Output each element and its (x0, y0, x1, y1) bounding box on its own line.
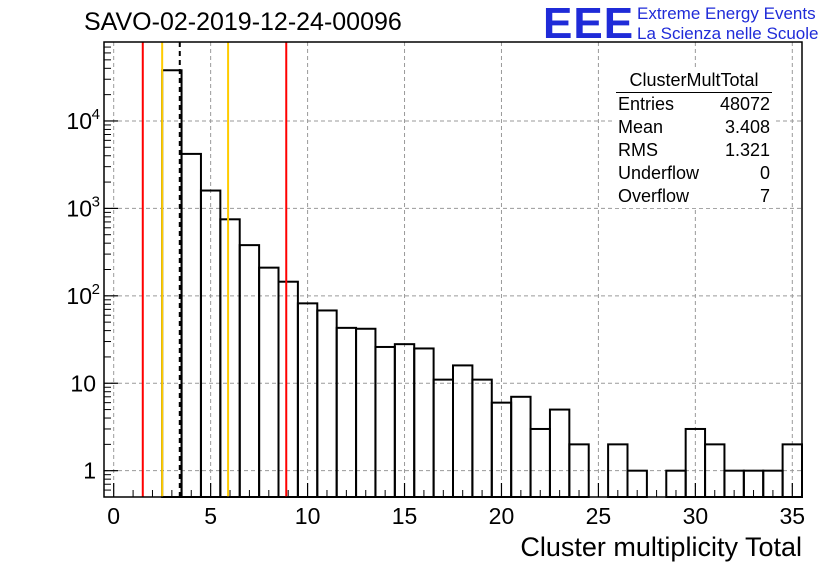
x-tick-label: 30 (683, 503, 709, 529)
stats-value: 1.321 (724, 140, 770, 160)
x-tick-label: 20 (489, 503, 515, 529)
stats-row-underflow: Underflow 0 (612, 162, 776, 185)
stats-value: 7 (759, 186, 770, 206)
stats-label: Underflow (618, 163, 700, 183)
histogram-bar (238, 244, 261, 498)
x-tick-label: 0 (107, 503, 120, 529)
histogram-bar (316, 309, 338, 498)
y-tick-label: 10 (66, 195, 92, 221)
stats-box: ClusterMultTotal Entries 48072 Mean 3.40… (612, 70, 776, 208)
stats-label: Mean (618, 117, 664, 137)
x-tick-label: 15 (392, 503, 418, 529)
histogram-bar (355, 327, 377, 498)
y-tick-label: 10 (66, 108, 92, 134)
histogram-bar (471, 378, 493, 499)
stats-row-overflow: Overflow 7 (612, 185, 776, 208)
stats-label: RMS (618, 140, 658, 160)
y-tick-label: 10 (70, 370, 96, 396)
stats-label: Overflow (618, 186, 690, 206)
x-tick-label: 25 (586, 503, 612, 529)
histogram-bar (161, 69, 183, 499)
histogram-bar (529, 427, 551, 498)
histogram-bar (510, 395, 532, 498)
stats-value: 48072 (719, 94, 770, 114)
chart-title: SAVO-02-2019-12-24-00096 (84, 8, 402, 36)
stats-label: Entries (618, 94, 675, 114)
x-tick-label: 5 (204, 503, 217, 529)
y-tick-exponent: 4 (92, 106, 100, 123)
histogram-bar (374, 345, 396, 498)
y-tick-label: 1 (83, 458, 96, 484)
histogram-bar (568, 443, 590, 498)
y-tick-exponent: 2 (92, 281, 100, 298)
histogram-bar (219, 218, 241, 498)
x-tick-label: 10 (295, 503, 321, 529)
histogram-bar (413, 347, 435, 499)
histogram-bar (277, 280, 299, 498)
stats-row-rms: RMS 1.321 (612, 139, 776, 162)
stats-value: 0 (759, 163, 770, 183)
y-tick-label: 10 (66, 283, 92, 309)
histogram-bar (180, 152, 202, 498)
stats-title: ClusterMultTotal (616, 70, 772, 93)
stats-row-mean: Mean 3.408 (612, 116, 776, 139)
histogram-bar (548, 408, 571, 498)
histogram-bar (452, 364, 474, 499)
stats-row-entries: Entries 48072 (612, 93, 776, 116)
eee-logo: EEE (543, 0, 635, 48)
y-tick-exponent: 3 (92, 193, 100, 210)
histogram-bar (335, 326, 358, 498)
logo-subtitle-line1: Extreme Energy Events (637, 4, 816, 23)
logo-subtitle-line2: La Scienza nelle Scuole (637, 24, 819, 43)
x-axis-label: Cluster multiplicity Total (520, 532, 802, 562)
stats-value: 3.408 (724, 117, 770, 137)
histogram-bar (258, 266, 280, 498)
histogram-bar (432, 378, 455, 499)
x-tick-label: 35 (780, 503, 806, 529)
